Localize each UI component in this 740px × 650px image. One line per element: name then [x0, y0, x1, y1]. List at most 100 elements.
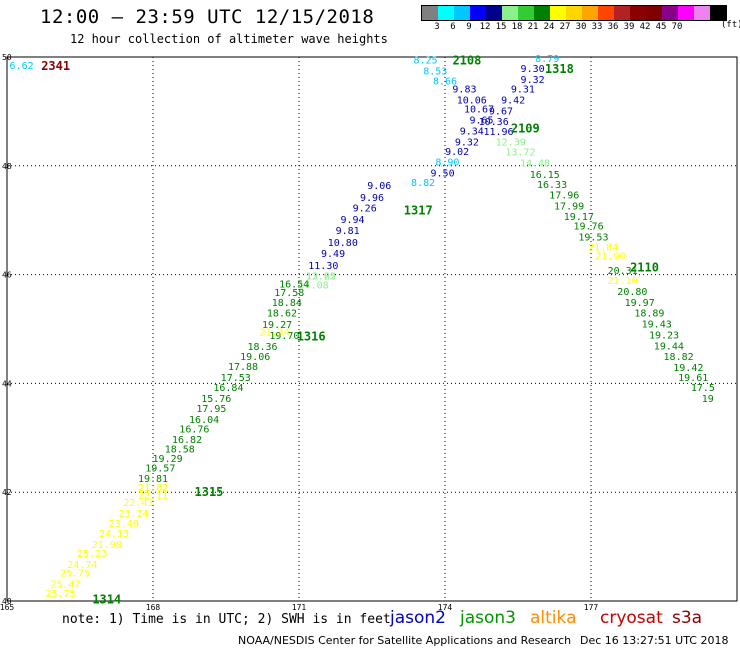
legend-swatch [598, 6, 614, 20]
data-label: 19.76 [574, 222, 604, 233]
data-label: 9.30 [521, 64, 545, 75]
data-label: 8.90 [435, 157, 459, 168]
legend-swatch [502, 6, 518, 20]
track-label: 2341 [41, 59, 70, 73]
legend-label: 36 [607, 22, 619, 32]
y-tick-label: 48 [2, 162, 12, 171]
data-label: 23.40 [109, 519, 139, 530]
legend-label: 18 [511, 22, 523, 32]
data-label: 25.75 [60, 569, 90, 580]
legend-swatch [582, 6, 598, 20]
data-label: 21.10 [608, 276, 638, 287]
data-label: 9.32 [521, 75, 545, 86]
legend-swatch [710, 6, 726, 20]
data-label: 21.34 [260, 328, 290, 339]
credit: NOAA/NESDIS Center for Satellite Applica… [238, 634, 572, 647]
satellite-s3a: s3a [672, 608, 703, 628]
track-label: 2109 [511, 122, 540, 136]
data-label: 10.06 [457, 95, 487, 106]
data-label: 15.76 [201, 394, 231, 405]
x-tick-label: 177 [584, 603, 599, 612]
data-label: 19.44 [654, 341, 684, 352]
legend-swatch [518, 6, 534, 20]
data-label: 11.30 [308, 261, 338, 272]
data-label: 19.06 [240, 352, 270, 363]
data-label: 9.65 [469, 116, 493, 127]
legend-label: 39 [623, 22, 635, 32]
x-tick-label: 174 [438, 603, 453, 612]
y-tick-label: 50 [2, 53, 12, 62]
data-label: 16.15 [530, 170, 560, 181]
data-label: 9.26 [353, 204, 377, 215]
data-label: 10.36 [479, 117, 509, 128]
x-tick-label: 168 [146, 603, 161, 612]
legend-label: 27 [559, 22, 571, 32]
y-tick-label: 40 [2, 597, 12, 606]
page-title: 12:00 – 23:59 UTC 12/15/2018 [40, 6, 375, 28]
data-label: 9.02 [445, 147, 469, 158]
data-label: 18.36 [247, 342, 277, 353]
data-label: 9.94 [340, 215, 364, 226]
data-label: 19.97 [625, 298, 655, 309]
track-label: 1318 [545, 62, 574, 76]
data-label: 9.49 [321, 249, 345, 260]
data-label: 6.62 [10, 61, 34, 72]
data-label: 9.67 [489, 106, 513, 117]
legend-labels: 3 6 9 12 15 18 21 24 27 30 33 36 39 42 45 70 [421, 22, 727, 34]
x-tick-label: 165 [0, 603, 14, 612]
data-label: 10.67 [464, 105, 494, 116]
legend-unit: (ft) [721, 20, 740, 30]
data-label: 10.80 [328, 238, 358, 249]
data-label: 17.53 [221, 373, 251, 384]
legend-swatch [646, 6, 662, 20]
data-label: 19.42 [673, 363, 703, 374]
legend-label: 33 [591, 22, 603, 32]
data-label: 9.83 [452, 85, 476, 96]
data-label: 19.27 [262, 320, 292, 331]
data-label: 20.80 [617, 287, 647, 298]
data-label: 18.58 [165, 445, 195, 456]
data-label: 12.65 [306, 272, 336, 283]
legend-label: 3 [434, 22, 440, 32]
legend-swatch [550, 6, 566, 20]
y-tick-label: 44 [2, 379, 12, 388]
legend-swatch [662, 6, 678, 20]
legend-label: 12 [479, 22, 491, 32]
data-label: 18.62 [267, 309, 297, 320]
data-label: 8.79 [535, 54, 559, 65]
data-label: 21.98 [92, 540, 122, 551]
legend-swatch [486, 6, 502, 20]
track-label: 1316 [297, 330, 326, 344]
data-label: 18.82 [664, 352, 694, 363]
data-label: 8.66 [433, 76, 457, 87]
legend-label: 9 [466, 22, 472, 32]
data-label: 21.90 [595, 252, 625, 263]
page-subtitle: 12 hour collection of altimeter wave hei… [70, 32, 388, 46]
data-label: 21.84 [588, 242, 618, 253]
data-label: 16.82 [172, 435, 202, 446]
data-label: 9.34 [460, 126, 484, 137]
data-label: 24.13 [99, 529, 129, 540]
data-label: 22.11 [138, 491, 168, 502]
data-label: 19.17 [564, 212, 594, 223]
legend-swatch [470, 6, 486, 20]
data-label: 9.42 [501, 95, 525, 106]
track-label: 2110 [630, 260, 659, 274]
track-label: 1314 [92, 592, 121, 606]
data-label: 24.74 [67, 560, 97, 571]
data-label: 19.29 [153, 454, 183, 465]
data-label: 19.23 [649, 330, 679, 341]
data-label: 17.95 [196, 404, 226, 415]
legend-swatch [438, 6, 454, 20]
legend-label: 6 [450, 22, 456, 32]
y-tick-label: 46 [2, 271, 12, 280]
legend-label: 42 [639, 22, 651, 32]
data-label: 18.84 [272, 298, 302, 309]
data-label: 20.31 [608, 266, 638, 277]
data-label: 23.24 [118, 509, 148, 520]
data-label: 9.31 [511, 85, 535, 96]
legend-label: 24 [543, 22, 555, 32]
legend-label: 30 [575, 22, 587, 32]
data-label: 19.61 [678, 373, 708, 384]
